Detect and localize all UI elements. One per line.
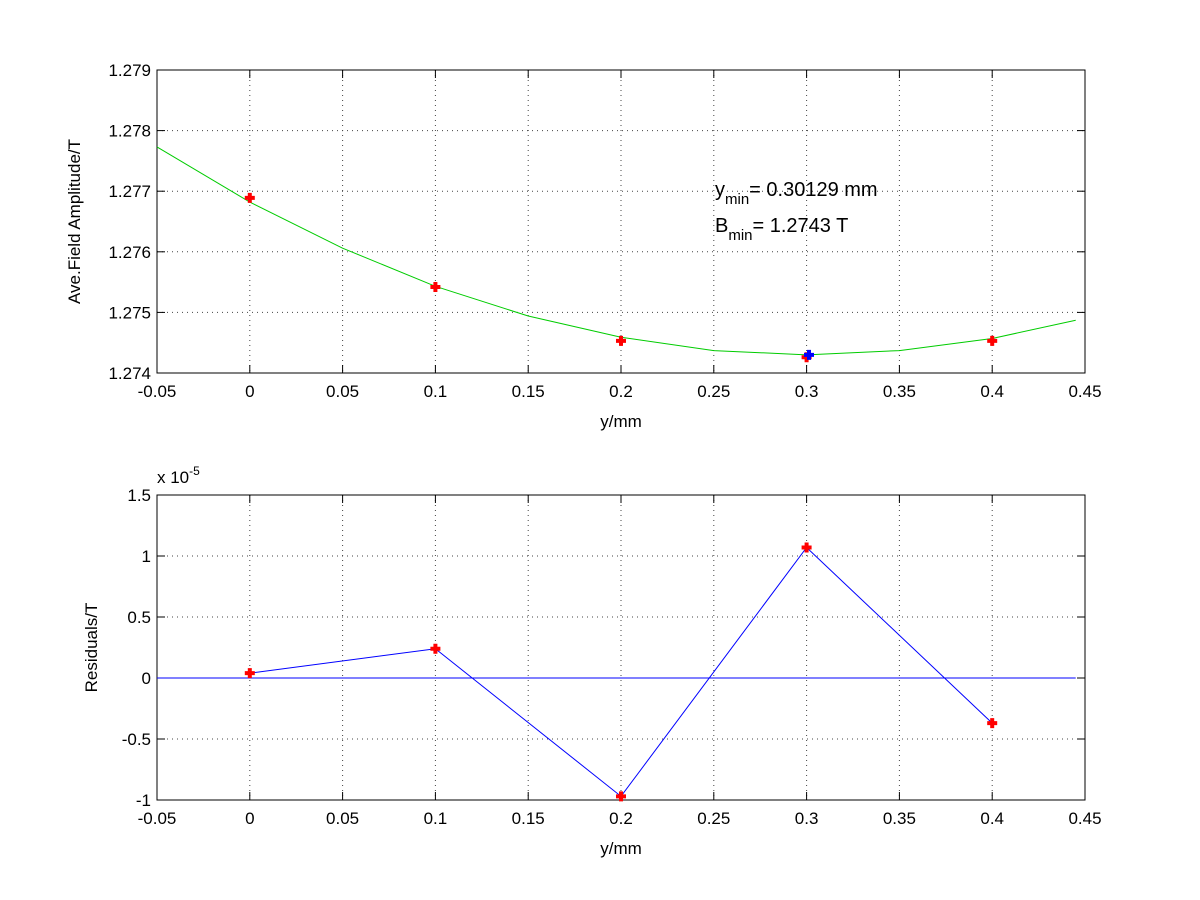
y-tick-label: 1.276 — [108, 243, 151, 262]
data-point — [244, 668, 255, 679]
y-tick-label: 0 — [142, 669, 151, 688]
x-tick-label: 0 — [245, 809, 254, 828]
exponent-base: x 10 — [157, 468, 189, 487]
x-tick-label: 0.25 — [697, 382, 730, 401]
x-tick-label: 0.4 — [980, 382, 1004, 401]
annotation-symbol: B — [715, 215, 728, 237]
data-point — [803, 349, 814, 360]
exponent-label: x 10-5 — [157, 464, 200, 487]
annotation-value: = 0.30129 mm — [749, 179, 877, 201]
x-tick-label: 0.15 — [512, 809, 545, 828]
data-point — [801, 542, 812, 553]
x-tick-label: 0.2 — [609, 809, 633, 828]
x-tick-label: 0.4 — [980, 809, 1004, 828]
data-point — [987, 335, 998, 346]
x-axis-label: y/mm — [600, 412, 642, 431]
annotation: ymin= 0.30129 mm — [715, 179, 878, 208]
y-tick-label: 1.278 — [108, 122, 151, 141]
x-tick-label: 0.05 — [326, 382, 359, 401]
x-tick-label: 0.45 — [1068, 382, 1101, 401]
y-axis-label: Ave.Field Amplitude/T — [65, 139, 84, 304]
x-axis-label: y/mm — [600, 839, 642, 858]
data-point — [616, 791, 626, 802]
x-tick-label: -0.05 — [138, 382, 177, 401]
y-tick-label: 1 — [142, 547, 151, 566]
y-tick-label: -1 — [136, 791, 151, 810]
annotation-subscript: min — [728, 227, 752, 244]
x-tick-label: 0.35 — [883, 382, 916, 401]
x-tick-label: 0.25 — [697, 809, 730, 828]
annotation-subscript: min — [725, 191, 749, 208]
x-tick-label: -0.05 — [138, 809, 177, 828]
x-tick-label: 0 — [245, 382, 254, 401]
data-point — [987, 718, 998, 729]
x-tick-label: 0.3 — [795, 382, 819, 401]
x-tick-label: 0.05 — [326, 809, 359, 828]
annotation-value: = 1.2743 T — [753, 215, 849, 237]
y-axis-label: Residuals/T — [82, 603, 101, 693]
data-point — [616, 335, 626, 346]
exponent-power: -5 — [189, 464, 200, 478]
x-tick-label: 0.2 — [609, 382, 633, 401]
y-tick-label: 1.279 — [108, 61, 151, 80]
y-tick-label: 0.5 — [127, 608, 151, 627]
y-tick-label: 1.277 — [108, 182, 151, 201]
y-tick-label: -0.5 — [122, 730, 151, 749]
data-point — [430, 643, 441, 654]
y-tick-label: 1.275 — [108, 303, 151, 322]
annotation: Bmin= 1.2743 T — [715, 215, 848, 244]
x-tick-label: 0.1 — [424, 382, 448, 401]
axes-box — [156, 69, 1086, 374]
y-tick-label: 1.274 — [108, 364, 151, 383]
x-tick-label: 0.15 — [512, 382, 545, 401]
x-tick-label: 0.1 — [424, 809, 448, 828]
x-tick-label: 0.35 — [883, 809, 916, 828]
y-tick-label: 1.5 — [127, 486, 151, 505]
data-point — [430, 281, 441, 292]
data-point — [244, 192, 255, 203]
x-tick-label: 0.45 — [1068, 809, 1101, 828]
x-tick-label: 0.3 — [795, 809, 819, 828]
annotation-symbol: y — [715, 179, 725, 201]
